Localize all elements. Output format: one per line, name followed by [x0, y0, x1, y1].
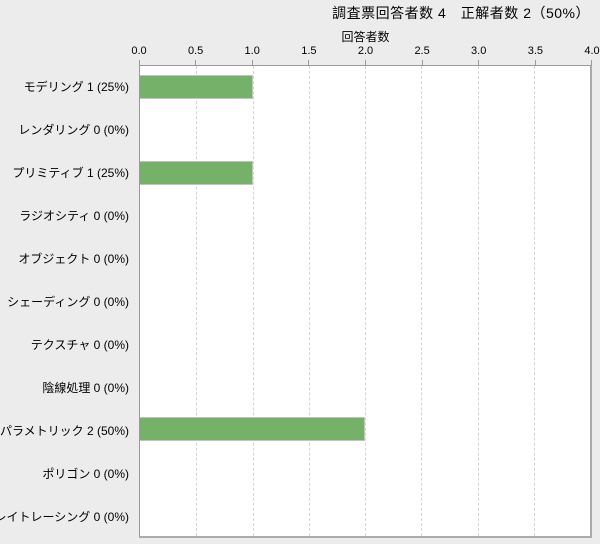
category-label: レイトレーシング 0 (0%) [0, 510, 129, 524]
category-label: パラメトリック 2 (50%) [0, 424, 129, 438]
gridline [308, 66, 310, 536]
gridlines [140, 66, 590, 536]
bar-modeling [140, 75, 253, 100]
bar-primitive [140, 160, 253, 185]
x-tick-label: 2.0 [357, 45, 374, 57]
chart-title: 調査票回答者数 4 正解者数 2（50%） [332, 5, 590, 21]
gridline [477, 66, 479, 536]
x-tick-label: 3.5 [527, 45, 544, 57]
category-label: レンダリング 0 (0%) [18, 123, 129, 137]
bar-row [140, 194, 590, 237]
tick-mark [534, 60, 536, 69]
gridline [533, 66, 535, 536]
tick-mark [251, 60, 253, 69]
category-label: プリミティブ 1 (25%) [12, 166, 129, 180]
tick-mark [138, 60, 140, 69]
gridline [196, 66, 198, 536]
bar-row [140, 151, 590, 194]
category-label: ラジオシティ 0 (0%) [19, 209, 129, 223]
category-label: モデリング 1 (25%) [23, 80, 129, 94]
bar-row [140, 408, 590, 451]
bar-row [140, 365, 590, 408]
bar-row [140, 237, 590, 280]
bar-parametric [140, 417, 365, 442]
bar-row [140, 280, 590, 323]
category-label: オブジェクト 0 (0%) [18, 252, 129, 266]
bar-row [140, 322, 590, 365]
x-tick-label: 3.0 [471, 45, 487, 57]
gridline [365, 66, 366, 536]
x-tick-label: 2.5 [414, 45, 430, 57]
bar-row [140, 493, 590, 536]
category-label: 陰線処理 0 (0%) [42, 381, 129, 395]
gridline [252, 66, 254, 536]
x-axis-title: 回答者数 [341, 30, 390, 44]
bar-rows [140, 66, 590, 536]
y-axis-category-labels: モデリング 1 (25%) レンダリング 0 (0%) プリミティブ 1 (25… [0, 65, 129, 538]
bar-row [140, 109, 590, 152]
tick-mark [478, 60, 480, 69]
x-tick-label: 4.0 [584, 45, 600, 57]
tick-mark [590, 60, 592, 69]
x-tick-label: 1.0 [244, 45, 260, 57]
bar-row [140, 451, 590, 494]
x-tick-label: 1.5 [301, 45, 317, 57]
tick-mark [365, 60, 366, 69]
category-label: ポリゴン 0 (0%) [42, 467, 129, 481]
x-tick-label: 0.0 [131, 45, 147, 57]
tick-mark [421, 60, 423, 69]
category-label: シェーディング 0 (0%) [7, 295, 129, 309]
bar-row [140, 66, 590, 109]
tick-mark [195, 60, 197, 69]
plot-area [139, 65, 592, 538]
tick-mark [308, 60, 310, 69]
category-label: テクスチャ 0 (0%) [30, 338, 129, 352]
gridline [421, 66, 423, 536]
x-tick-label: 0.5 [187, 45, 204, 57]
